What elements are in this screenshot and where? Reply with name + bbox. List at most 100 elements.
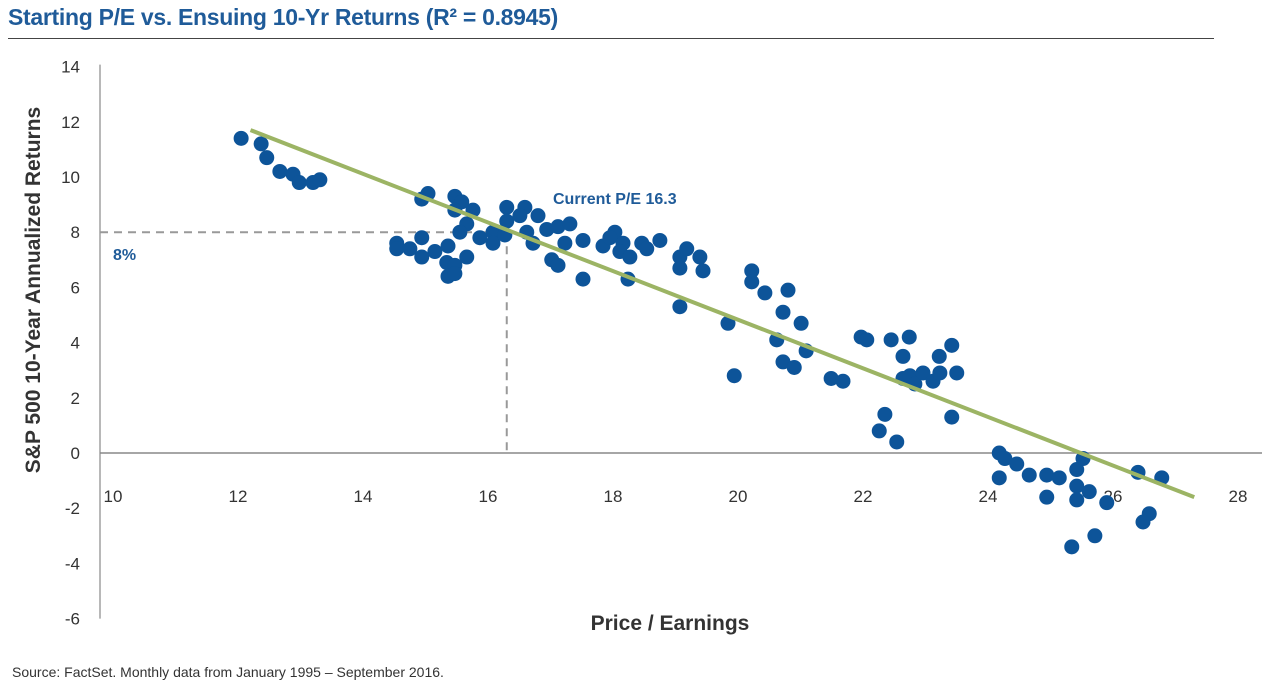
trendline (249, 128, 1195, 500)
x-tick-label: 14 (354, 487, 373, 506)
y-tick-label: 14 (61, 58, 80, 77)
current-pe-annotation: Current P/E 16.3 (553, 191, 677, 208)
return-annotation: 8% (113, 247, 136, 264)
data-point (575, 232, 591, 248)
data-point (944, 409, 960, 425)
data-point (1051, 470, 1067, 486)
x-tick-label: 12 (229, 487, 248, 506)
data-point (1039, 467, 1055, 483)
source-note: Source: FactSet. Monthly data from Janua… (12, 664, 444, 680)
data-point (949, 365, 965, 381)
y-tick-label: -6 (65, 610, 80, 629)
data-point (253, 136, 269, 152)
data-point (550, 257, 566, 273)
data-point (499, 199, 515, 215)
data-point (931, 348, 947, 364)
data-point (726, 368, 742, 384)
y-tick-label: 2 (71, 389, 80, 408)
data-point (562, 216, 578, 232)
data-point (780, 282, 796, 298)
y-tick-label: 8 (71, 223, 80, 242)
data-point (835, 373, 851, 389)
data-point (991, 470, 1007, 486)
x-tick-label: 22 (854, 487, 873, 506)
data-point (602, 230, 618, 246)
data-point (1064, 539, 1080, 555)
data-point (512, 208, 528, 224)
y-axis-label: S&P 500 10-Year Annualized Returns (22, 107, 45, 473)
data-point (312, 172, 328, 188)
x-tick-label: 16 (479, 487, 498, 506)
data-point (557, 235, 573, 251)
data-point (1069, 462, 1085, 478)
data-point (575, 271, 591, 287)
data-point (427, 244, 443, 260)
data-point (672, 260, 688, 276)
x-tick-label: 28 (1229, 487, 1248, 506)
data-point (447, 266, 463, 282)
y-tick-label: 10 (61, 168, 80, 187)
data-point (679, 241, 695, 257)
data-point (895, 348, 911, 364)
y-tick-label: 6 (71, 278, 80, 297)
data-point (539, 221, 555, 237)
data-point (877, 406, 893, 422)
data-point (932, 365, 948, 381)
data-point (272, 163, 288, 179)
data-point (672, 299, 688, 315)
data-point (744, 274, 760, 290)
data-point (652, 232, 668, 248)
data-point (695, 263, 711, 279)
y-tick-label: -2 (65, 499, 80, 518)
data-point (1069, 492, 1085, 508)
data-point (622, 249, 638, 265)
data-point (757, 285, 773, 301)
y-tick-label: -4 (65, 554, 80, 573)
data-point (1087, 528, 1103, 544)
data-point (414, 230, 430, 246)
data-point (452, 224, 468, 240)
data-point (485, 235, 501, 251)
data-point (1135, 514, 1151, 530)
data-point (472, 230, 488, 246)
data-point (889, 434, 905, 450)
data-point (997, 451, 1013, 467)
data-point (786, 359, 802, 375)
data-point (823, 370, 839, 386)
title-divider (8, 38, 1214, 39)
x-tick-label: 24 (979, 487, 998, 506)
data-point (901, 329, 917, 345)
data-point (530, 208, 546, 224)
data-point (883, 332, 899, 348)
data-point (871, 423, 887, 439)
data-point (1099, 495, 1115, 511)
data-point (720, 315, 736, 331)
y-tick-label: 0 (71, 444, 80, 463)
data-point (744, 263, 760, 279)
data-point (1081, 484, 1097, 500)
data-point (639, 241, 655, 257)
data-point (1009, 456, 1025, 472)
data-point (793, 315, 809, 331)
y-tick-label: 12 (61, 113, 80, 132)
data-point (414, 249, 430, 265)
chart-title: Starting P/E vs. Ensuing 10-Yr Returns (… (8, 4, 558, 30)
x-tick-label: 18 (604, 487, 623, 506)
data-point (233, 130, 249, 146)
data-point (944, 337, 960, 353)
data-point (775, 304, 791, 320)
data-point (499, 213, 515, 229)
x-axis-label: Price / Earnings (591, 612, 750, 635)
data-point (389, 241, 405, 257)
x-tick-label: 20 (729, 487, 748, 506)
data-point (1069, 478, 1085, 494)
data-point (859, 332, 875, 348)
data-point (692, 249, 708, 265)
x-tick-label: 10 (104, 487, 123, 506)
data-point (1021, 467, 1037, 483)
data-point (775, 354, 791, 370)
data-point (440, 238, 456, 254)
data-point (402, 241, 418, 257)
data-point (550, 219, 566, 235)
